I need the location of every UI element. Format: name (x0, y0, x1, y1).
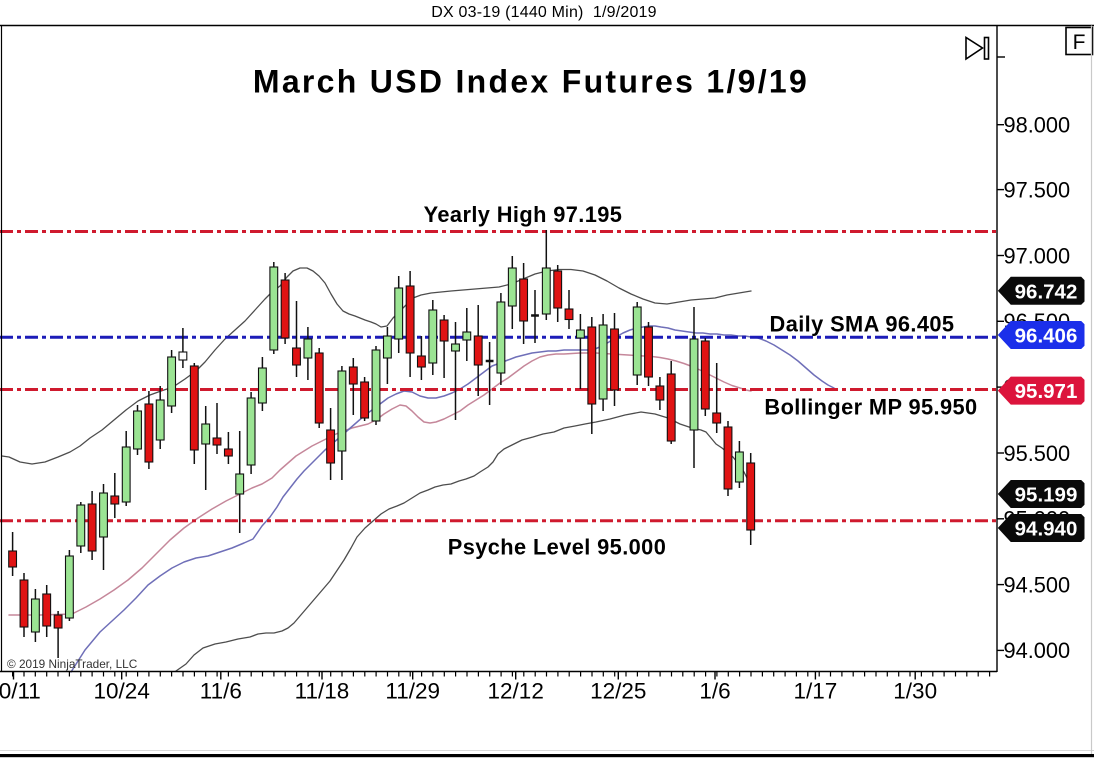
svg-text:11/6: 11/6 (200, 679, 242, 704)
svg-text:95.199: 95.199 (1015, 484, 1078, 507)
svg-text:Yearly High 97.195: Yearly High 97.195 (424, 202, 623, 227)
svg-text:© 2019 NinjaTrader, LLC: © 2019 NinjaTrader, LLC (7, 657, 138, 671)
svg-text:12/25: 12/25 (590, 679, 646, 704)
svg-text:1/6: 1/6 (699, 679, 730, 704)
svg-text:10/11: 10/11 (0, 679, 41, 704)
svg-text:94.500: 94.500 (1004, 572, 1071, 597)
svg-text:96.406: 96.406 (1015, 325, 1078, 348)
svg-text:1/17: 1/17 (794, 679, 838, 704)
svg-text:10/24: 10/24 (94, 679, 150, 704)
svg-text:Daily SMA 96.405: Daily SMA 96.405 (770, 312, 955, 337)
svg-text:98.000: 98.000 (1004, 113, 1071, 138)
svg-text:March USD Index Futures 1/9/19: March USD Index Futures 1/9/19 (253, 64, 809, 100)
svg-text:11/18: 11/18 (295, 679, 350, 704)
svg-text:Psyche Level 95.000: Psyche Level 95.000 (448, 535, 666, 560)
svg-text:DX 03-19 (1440 Min) 1/9/2019: DX 03-19 (1440 Min) 1/9/2019 (431, 4, 657, 21)
svg-text:12/12: 12/12 (488, 679, 544, 704)
svg-text:95.500: 95.500 (1004, 441, 1071, 466)
svg-text:94.940: 94.940 (1015, 518, 1078, 541)
svg-text:96.742: 96.742 (1015, 280, 1078, 303)
svg-text:11/29: 11/29 (385, 679, 440, 704)
svg-text:Bollinger MP 95.950: Bollinger MP 95.950 (764, 395, 977, 420)
svg-text:95.971: 95.971 (1015, 380, 1078, 403)
svg-text:94.000: 94.000 (1004, 638, 1071, 663)
svg-text:97.500: 97.500 (1004, 177, 1071, 202)
svg-text:F: F (1073, 31, 1086, 54)
svg-text:1/30: 1/30 (893, 679, 937, 704)
svg-text:97.000: 97.000 (1004, 243, 1071, 268)
